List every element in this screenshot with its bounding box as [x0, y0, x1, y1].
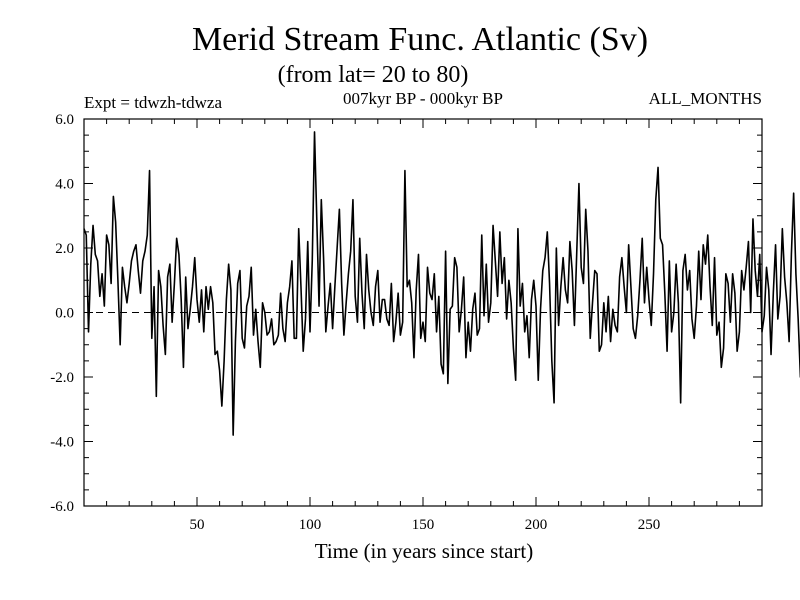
x-tick-label: 200	[525, 517, 548, 533]
y-tick-label: -6.0	[50, 499, 74, 515]
x-axis-label: Time (in years since start)	[315, 539, 534, 563]
x-tick-label: 150	[412, 517, 435, 533]
months-label: ALL_MONTHS	[649, 89, 762, 108]
y-tick-label: 6.0	[55, 112, 74, 128]
y-tick-label: 2.0	[55, 241, 74, 257]
chart-title: Merid Stream Func. Atlantic (Sv)	[192, 21, 648, 58]
experiment-label: Expt = tdwzh-tdwza	[84, 93, 222, 112]
y-tick-label: -2.0	[50, 370, 74, 386]
x-tick-label: 100	[299, 517, 322, 533]
y-tick-label: 0.0	[55, 306, 74, 322]
chart-subtitle: (from lat= 20 to 80)	[278, 62, 469, 88]
plot-area: 50 100 150 200 250 -6.0 -4.0 -2.0 0.0 2.0 4.0 6.0	[50, 112, 800, 533]
y-tick-label: 4.0	[55, 177, 74, 193]
period-label: 007kyr BP - 000kyr BP	[343, 89, 503, 108]
x-tick-label: 50	[190, 517, 205, 533]
series-line-0	[83, 131, 800, 436]
x-tick-label: 250	[638, 517, 661, 533]
y-tick-label: -4.0	[50, 435, 74, 451]
